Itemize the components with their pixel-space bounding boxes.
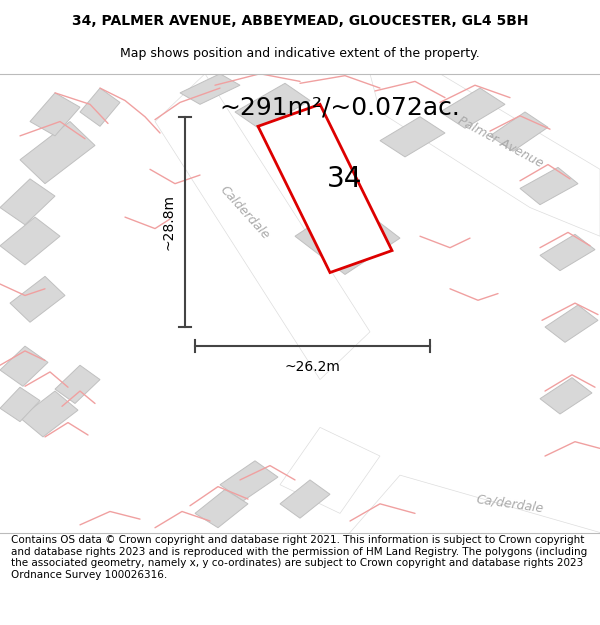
Text: ~26.2m: ~26.2m — [284, 360, 340, 374]
Text: ~291m²/~0.072ac.: ~291m²/~0.072ac. — [220, 95, 460, 119]
Polygon shape — [258, 104, 392, 272]
Polygon shape — [295, 200, 400, 274]
Polygon shape — [220, 461, 278, 501]
Polygon shape — [370, 74, 600, 236]
Polygon shape — [0, 388, 40, 422]
Polygon shape — [280, 428, 380, 513]
Text: Map shows position and indicative extent of the property.: Map shows position and indicative extent… — [120, 47, 480, 59]
Polygon shape — [80, 88, 120, 126]
Polygon shape — [20, 391, 78, 437]
Polygon shape — [235, 83, 310, 129]
Polygon shape — [195, 489, 248, 528]
Polygon shape — [280, 480, 330, 518]
Polygon shape — [440, 88, 505, 128]
Polygon shape — [340, 475, 600, 542]
Polygon shape — [520, 168, 578, 204]
Polygon shape — [10, 276, 65, 322]
Polygon shape — [180, 74, 240, 104]
Polygon shape — [0, 217, 60, 265]
Polygon shape — [540, 378, 592, 414]
Polygon shape — [0, 346, 48, 386]
Text: Calderdale: Calderdale — [218, 183, 272, 242]
Text: Palmer Avenue: Palmer Avenue — [455, 114, 545, 171]
Text: 34: 34 — [328, 165, 362, 193]
Polygon shape — [380, 117, 445, 157]
Text: Ca/derdale: Ca/derdale — [475, 492, 545, 515]
Polygon shape — [490, 112, 548, 151]
Text: ~28.8m: ~28.8m — [162, 194, 176, 250]
Polygon shape — [55, 365, 100, 404]
Polygon shape — [20, 121, 95, 184]
Polygon shape — [30, 93, 80, 136]
Polygon shape — [540, 234, 595, 271]
Polygon shape — [0, 179, 55, 225]
Polygon shape — [155, 74, 370, 379]
Text: Contains OS data © Crown copyright and database right 2021. This information is : Contains OS data © Crown copyright and d… — [11, 535, 587, 580]
Polygon shape — [545, 305, 598, 343]
Text: 34, PALMER AVENUE, ABBEYMEAD, GLOUCESTER, GL4 5BH: 34, PALMER AVENUE, ABBEYMEAD, GLOUCESTER… — [72, 14, 528, 28]
